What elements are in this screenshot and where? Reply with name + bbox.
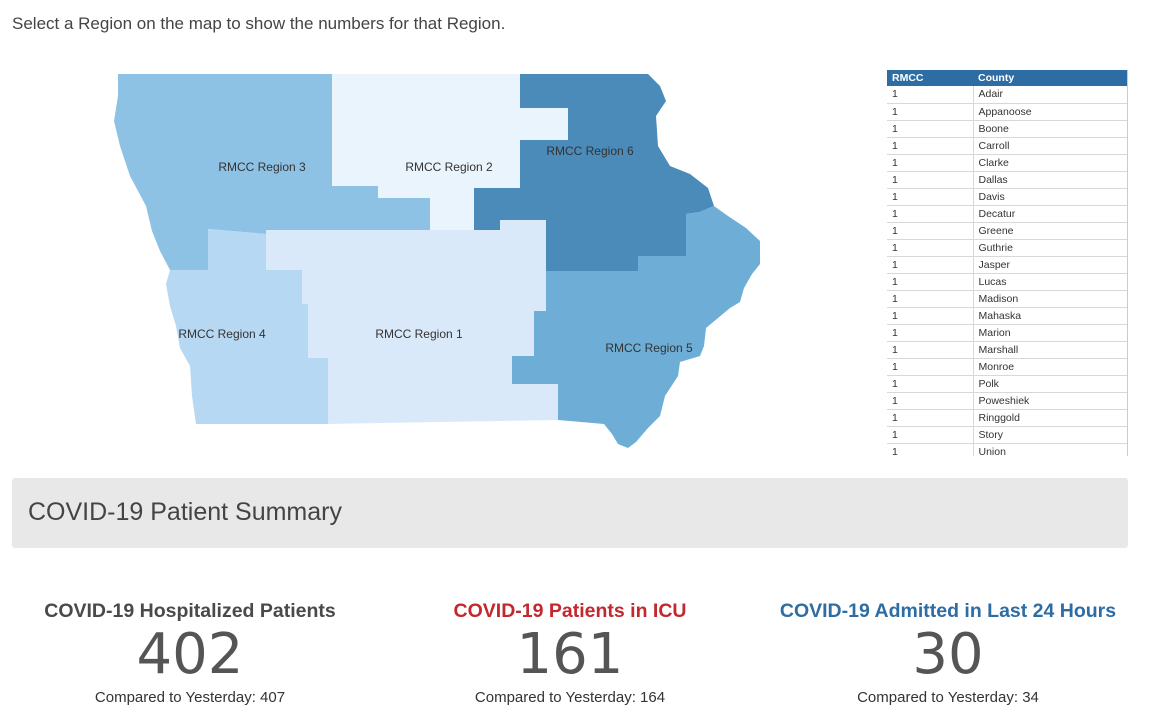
cell-rmcc: 1: [887, 86, 974, 104]
stat-hospitalized-compare: Compared to Yesterday: 407: [94, 689, 286, 706]
table-row[interactable]: 1 Lucas: [887, 273, 1127, 291]
map-label-region-5: RMCC Region 5: [605, 341, 693, 355]
cell-rmcc: 1: [887, 222, 974, 240]
table-row[interactable]: 1 Story: [887, 426, 1127, 444]
cell-county: Decatur: [973, 205, 1127, 223]
map-label-region-6: RMCC Region 6: [546, 144, 634, 158]
summary-title: COVID-19 Patient Summary: [28, 498, 342, 526]
cell-rmcc: 1: [887, 290, 974, 308]
cell-rmcc: 1: [887, 392, 974, 410]
table-row[interactable]: 1 Dallas: [887, 171, 1127, 189]
header-county[interactable]: County: [973, 70, 1127, 86]
cell-rmcc: 1: [887, 375, 974, 393]
table-row[interactable]: 1 Appanoose: [887, 103, 1127, 121]
cell-county: Adair: [973, 86, 1127, 104]
cell-county: Lucas: [973, 273, 1127, 291]
cell-county: Appanoose: [973, 103, 1127, 121]
cell-county: Ringgold: [973, 409, 1127, 427]
cell-county: Guthrie: [973, 239, 1127, 257]
stat-hospitalized: COVID-19 Hospitalized Patients 402 Compa…: [0, 600, 380, 706]
cell-rmcc: 1: [887, 103, 974, 121]
cell-county: Union: [973, 443, 1127, 456]
cell-rmcc: 1: [887, 324, 974, 342]
cell-rmcc: 1: [887, 137, 974, 155]
cell-rmcc: 1: [887, 239, 974, 257]
table-row[interactable]: 1 Clarke: [887, 154, 1127, 172]
cell-county: Marshall: [973, 341, 1127, 359]
cell-county: Davis: [973, 188, 1127, 206]
cell-county: Madison: [973, 290, 1127, 308]
stat-icu-compare: Compared to Yesterday: 164: [474, 689, 666, 706]
map-region-5[interactable]: [512, 206, 760, 448]
map-label-region-3: RMCC Region 3: [218, 160, 306, 174]
table-row[interactable]: 1 Polk: [887, 375, 1127, 393]
map-label-region-4: RMCC Region 4: [178, 327, 266, 341]
stat-admitted-compare: Compared to Yesterday: 34: [857, 689, 1039, 706]
table-row[interactable]: 1 Davis: [887, 188, 1127, 206]
table-row[interactable]: 1 Mahaska: [887, 307, 1127, 325]
cell-county: Boone: [973, 120, 1127, 138]
cell-county: Carroll: [973, 137, 1127, 155]
county-table: RMCC County 1 Adair 1 Appanoose 1 Boone 1 Carro…: [887, 70, 1127, 456]
map-region-3[interactable]: [114, 74, 430, 270]
cell-rmcc: 1: [887, 341, 974, 359]
table-row[interactable]: 1 Carroll: [887, 137, 1127, 155]
cell-rmcc: 1: [887, 256, 974, 274]
header-rmcc[interactable]: RMCC: [887, 70, 973, 86]
table-row[interactable]: 1 Madison: [887, 290, 1127, 308]
cell-rmcc: 1: [887, 120, 974, 138]
stat-hospitalized-title: COVID-19 Hospitalized Patients: [44, 600, 336, 622]
map-label-region-2: RMCC Region 2: [405, 160, 493, 174]
county-table-scroll[interactable]: RMCC County 1 Adair 1 Appanoose 1 Boone 1 Carro…: [887, 70, 1128, 456]
table-row[interactable]: 1 Marshall: [887, 341, 1127, 359]
cell-rmcc: 1: [887, 154, 974, 172]
cell-rmcc: 1: [887, 443, 974, 456]
stat-admitted-title: COVID-19 Admitted in Last 24 Hours: [779, 600, 1117, 622]
stat-admitted: COVID-19 Admitted in Last 24 Hours 30 Co…: [758, 600, 1138, 706]
table-row[interactable]: 1 Poweshiek: [887, 392, 1127, 410]
cell-county: Marion: [973, 324, 1127, 342]
map-instruction: Select a Region on the map to show the n…: [12, 14, 506, 33]
cell-rmcc: 1: [887, 426, 974, 444]
table-row[interactable]: 1 Union: [887, 443, 1127, 456]
cell-rmcc: 1: [887, 171, 974, 189]
map-label-region-1: RMCC Region 1: [375, 327, 463, 341]
table-row[interactable]: 1 Marion: [887, 324, 1127, 342]
cell-county: Dallas: [973, 171, 1127, 189]
cell-rmcc: 1: [887, 409, 974, 427]
cell-rmcc: 1: [887, 188, 974, 206]
stat-hospitalized-value: 402: [136, 622, 244, 687]
cell-rmcc: 1: [887, 273, 974, 291]
stat-icu-value: 161: [516, 622, 624, 687]
map-region-6[interactable]: [474, 74, 714, 271]
iowa-region-map: RMCC Region 3 RMCC Region 2 RMCC Region …: [100, 66, 780, 456]
cell-rmcc: 1: [887, 307, 974, 325]
table-row[interactable]: 1 Guthrie: [887, 239, 1127, 257]
cell-rmcc: 1: [887, 205, 974, 223]
table-row[interactable]: 1 Greene: [887, 222, 1127, 240]
stat-icu-title: COVID-19 Patients in ICU: [453, 600, 687, 622]
table-row[interactable]: 1 Decatur: [887, 205, 1127, 223]
cell-county: Clarke: [973, 154, 1127, 172]
table-row[interactable]: 1 Monroe: [887, 358, 1127, 376]
map-region-4[interactable]: [166, 229, 328, 424]
cell-county: Polk: [973, 375, 1127, 393]
stat-admitted-value: 30: [912, 622, 984, 687]
table-row[interactable]: 1 Ringgold: [887, 409, 1127, 427]
cell-county: Greene: [973, 222, 1127, 240]
county-table-header: RMCC County: [887, 70, 1127, 86]
map-region-2[interactable]: [332, 74, 568, 230]
cell-county: Poweshiek: [973, 392, 1127, 410]
cell-county: Monroe: [973, 358, 1127, 376]
map-region-1[interactable]: [266, 220, 558, 424]
cell-rmcc: 1: [887, 358, 974, 376]
stat-icu: COVID-19 Patients in ICU 161 Compared to…: [380, 600, 760, 706]
table-row[interactable]: 1 Boone: [887, 120, 1127, 138]
summary-banner: COVID-19 Patient Summary: [12, 478, 1128, 548]
cell-county: Jasper: [973, 256, 1127, 274]
cell-county: Story: [973, 426, 1127, 444]
table-row[interactable]: 1 Adair: [887, 86, 1127, 104]
table-row[interactable]: 1 Jasper: [887, 256, 1127, 274]
cell-county: Mahaska: [973, 307, 1127, 325]
